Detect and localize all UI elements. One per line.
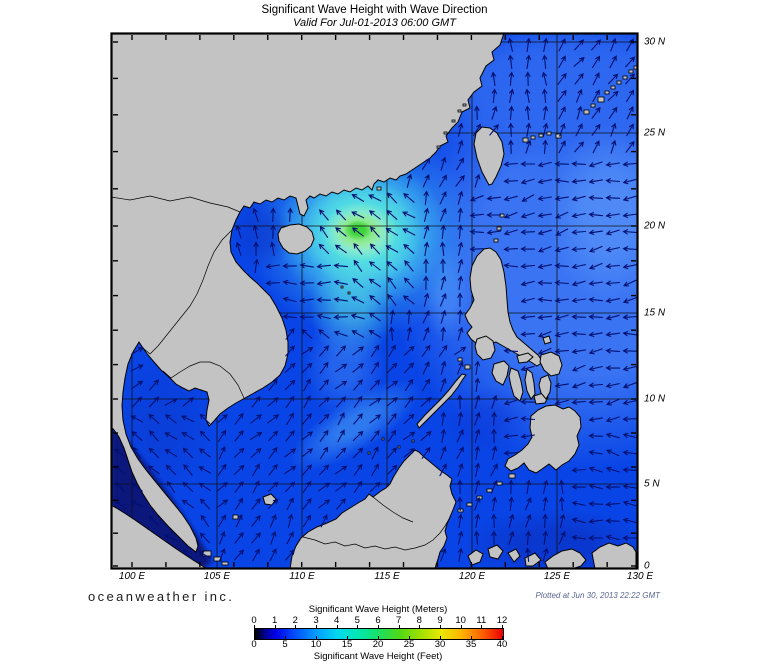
legend-meters-tick: 2 bbox=[292, 615, 298, 626]
legend-meters-tick: 3 bbox=[313, 615, 319, 626]
legend-meters-title: Significant Wave Height (Meters) bbox=[308, 604, 448, 615]
y-axis-label: 15 N bbox=[644, 307, 666, 319]
plotted-timestamp: Plotted at Jun 30, 2013 22:22 GMT bbox=[535, 591, 660, 600]
colorbar-tick bbox=[254, 625, 255, 628]
colorbar-tick bbox=[409, 636, 410, 639]
landmass-cebu bbox=[524, 368, 536, 400]
colorbar-tick bbox=[502, 625, 503, 628]
x-axis-label: 130 E bbox=[626, 571, 654, 582]
chart-title: Significant Wave Height with Wave Direct… bbox=[261, 4, 488, 16]
landmass-samar bbox=[539, 351, 563, 377]
map-frame bbox=[110, 32, 639, 570]
colorbar-tick bbox=[274, 625, 276, 628]
landmass-celebes-islets bbox=[467, 544, 542, 567]
legend-meters-tick: 9 bbox=[437, 615, 443, 626]
legend-meters-tick: 6 bbox=[375, 615, 381, 626]
colorbar-tick bbox=[481, 625, 483, 628]
x-axis-label: 105 E bbox=[203, 571, 231, 582]
legend-meters-tick: 1 bbox=[272, 615, 278, 626]
legend-meters-tick: 10 bbox=[455, 615, 466, 626]
landmass-catanduanes bbox=[542, 335, 552, 345]
colorbar-tick bbox=[471, 636, 472, 639]
legend-feet-tick: 10 bbox=[310, 639, 322, 650]
legend-feet-title: Significant Wave Height (Feet) bbox=[313, 651, 443, 662]
colorbar-tick bbox=[336, 625, 338, 628]
landmass-hainan bbox=[277, 223, 315, 255]
x-axis-label: 120 E bbox=[458, 571, 486, 582]
landmass-mindanao bbox=[504, 404, 582, 474]
landmass-halmahera bbox=[591, 542, 637, 568]
legend-feet-tick: 35 bbox=[465, 639, 477, 650]
colorbar-tick bbox=[502, 636, 503, 639]
oceanweather-branding: oceanweather inc. bbox=[88, 589, 235, 604]
landmass-mindoro bbox=[474, 335, 496, 361]
colorbar-tick bbox=[419, 625, 421, 628]
legend-meters-tick: 12 bbox=[496, 615, 508, 626]
x-axis-label: 100 E bbox=[118, 571, 146, 582]
legend-feet-tick: 30 bbox=[434, 639, 446, 650]
y-axis-label: 0 bbox=[644, 560, 650, 572]
country-borders bbox=[112, 195, 450, 551]
colorbar-tick bbox=[460, 625, 462, 628]
y-axis-label: 30 N bbox=[644, 36, 666, 48]
x-axis-label: 115 E bbox=[374, 571, 400, 582]
legend-feet-tick: 15 bbox=[341, 639, 353, 650]
wave-direction-arrows bbox=[113, 37, 637, 563]
colorbar-tick bbox=[398, 625, 400, 628]
colorbar-tick bbox=[440, 636, 441, 639]
legend-meters-tick: 0 bbox=[251, 615, 257, 626]
x-axis-label: 110 E bbox=[289, 571, 315, 582]
colorbar-tick bbox=[254, 636, 255, 639]
legend-meters-tick: 4 bbox=[334, 615, 340, 626]
landmasses bbox=[112, 34, 637, 568]
y-axis-label: 25 N bbox=[644, 127, 666, 139]
landmass-leyte bbox=[538, 374, 552, 400]
y-axis-label: 10 N bbox=[644, 393, 666, 405]
colorbar-tick bbox=[316, 636, 317, 639]
y-axis-label: 20 N bbox=[644, 220, 666, 232]
legend-feet-tick: 40 bbox=[496, 639, 508, 650]
island-specks bbox=[202, 65, 637, 566]
legend-feet-tick: 25 bbox=[403, 639, 415, 650]
legend-meters-tick: 8 bbox=[416, 615, 422, 626]
colorbar-tick bbox=[316, 625, 317, 628]
landmass-palawan bbox=[416, 373, 467, 429]
y-axis-label: 5 N bbox=[644, 478, 660, 490]
colorbar-tick bbox=[378, 625, 379, 628]
legend-meters-tick: 5 bbox=[354, 615, 360, 626]
legend-feet-tick: 20 bbox=[372, 639, 384, 650]
landmass-negros bbox=[508, 367, 524, 402]
legend-meters-tick: 7 bbox=[396, 615, 402, 626]
landmass-masbate bbox=[516, 352, 534, 364]
x-axis-label: 125 E bbox=[543, 571, 571, 582]
colorbar-tick bbox=[357, 625, 359, 628]
landmass-natuna bbox=[262, 493, 277, 506]
colorbar-tick bbox=[347, 636, 348, 639]
landmass-panay bbox=[491, 360, 510, 386]
legend-feet-tick: 5 bbox=[282, 639, 288, 650]
landmass-sulawesi-north bbox=[544, 548, 587, 568]
colorbar-tick bbox=[295, 625, 297, 628]
chart-subtitle: Valid For Jul-01-2013 06:00 GMT bbox=[293, 17, 456, 29]
landmass-sumatra bbox=[112, 504, 207, 568]
colorbar-tick bbox=[440, 625, 441, 628]
colorbar-tick bbox=[285, 636, 286, 639]
legend-meters-tick: 11 bbox=[476, 615, 487, 626]
frame-tick-marks bbox=[113, 35, 636, 567]
colorbar-tick bbox=[378, 636, 379, 639]
landmass-asia-mainland bbox=[112, 34, 505, 553]
legend-feet-tick: 0 bbox=[251, 639, 257, 650]
